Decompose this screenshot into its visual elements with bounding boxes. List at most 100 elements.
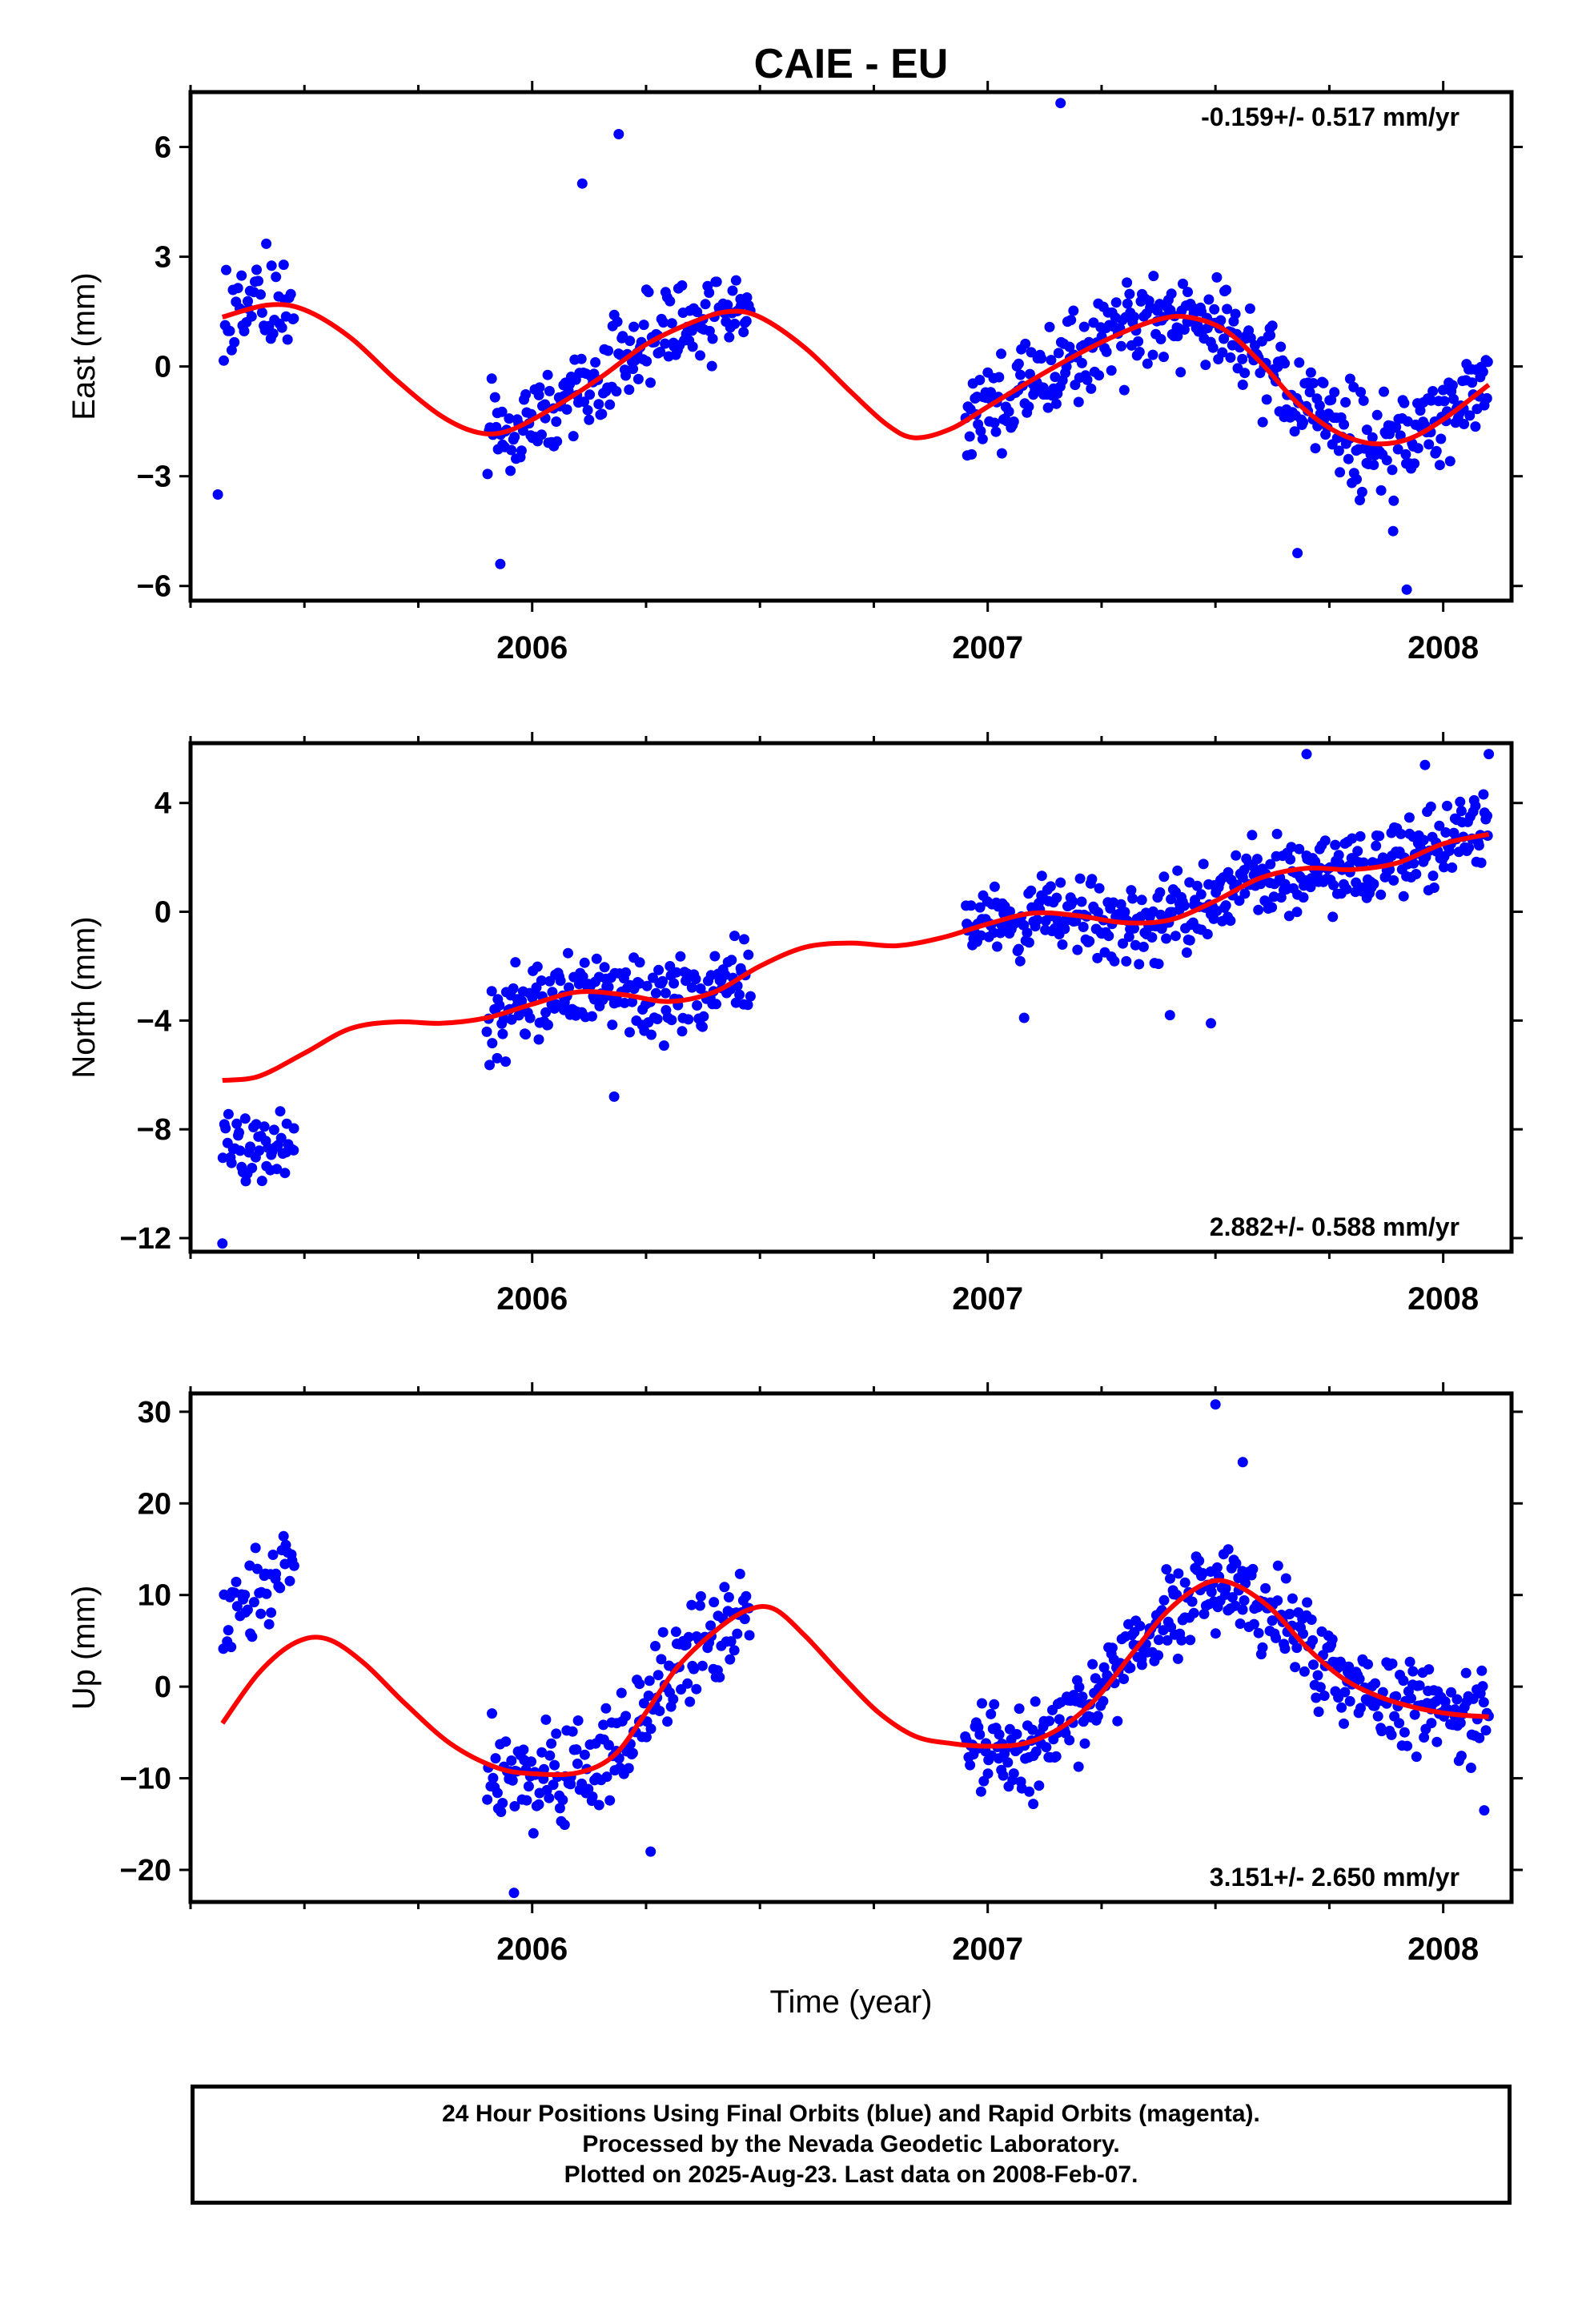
data-point (645, 377, 656, 388)
data-point (584, 389, 596, 400)
data-point (551, 1728, 562, 1739)
data-point (726, 955, 737, 966)
data-point (1181, 947, 1192, 958)
data-point (247, 1631, 258, 1642)
data-point (723, 1592, 734, 1602)
data-point (1194, 1555, 1205, 1566)
data-point (1247, 830, 1258, 841)
data-point (603, 982, 614, 992)
data-point (1067, 896, 1078, 907)
data-point (1123, 931, 1134, 943)
data-point (1208, 913, 1219, 924)
data-point (1257, 416, 1268, 428)
data-point (557, 1795, 568, 1806)
data-point (994, 1729, 1005, 1740)
data-point (730, 275, 741, 286)
data-point (1209, 304, 1220, 315)
data-point (1064, 1735, 1075, 1746)
data-point (1298, 1628, 1308, 1639)
data-point (266, 1607, 277, 1618)
data-point (729, 318, 741, 329)
data-point (1124, 288, 1135, 300)
data-point (741, 292, 753, 303)
data-point (698, 1011, 709, 1022)
data-point (536, 1747, 548, 1758)
data-point (231, 1118, 243, 1129)
data-point (744, 1630, 755, 1641)
data-point (1073, 1761, 1084, 1772)
data-point (1327, 1634, 1338, 1645)
data-point (482, 1794, 493, 1805)
data-point (671, 967, 682, 978)
data-point (1064, 341, 1075, 352)
data-point (1142, 358, 1153, 369)
data-point (540, 1714, 552, 1725)
data-point (534, 382, 545, 393)
data-point (1199, 1608, 1210, 1619)
x-tick-label: 2007 (952, 1932, 1023, 1967)
data-point (1225, 352, 1236, 363)
y-tick-label: 4 (155, 787, 171, 821)
data-point (974, 902, 986, 913)
data-point (1074, 1682, 1085, 1693)
data-point (1460, 1667, 1472, 1679)
data-point (533, 1799, 544, 1810)
data-point (695, 350, 705, 361)
data-point (628, 321, 640, 332)
data-point (582, 404, 593, 416)
data-point (1400, 448, 1411, 460)
data-point (486, 986, 497, 997)
data-point (1427, 386, 1439, 396)
data-point (1347, 833, 1358, 844)
data-point (1312, 1670, 1323, 1681)
data-point (1015, 369, 1026, 380)
data-point (1394, 1718, 1405, 1729)
data-point (1018, 1012, 1030, 1023)
data-point (587, 1011, 597, 1022)
data-point (1053, 348, 1064, 359)
data-point (567, 1726, 578, 1737)
data-point (548, 1779, 559, 1791)
data-point (1055, 98, 1066, 109)
data-point (533, 389, 544, 400)
data-point (1188, 1607, 1199, 1618)
data-point (1036, 870, 1047, 882)
data-point (619, 997, 630, 1008)
data-point (1431, 445, 1442, 456)
data-point (1418, 834, 1429, 846)
data-point (1456, 1751, 1467, 1762)
data-point (520, 1029, 532, 1040)
data-point (571, 1744, 582, 1755)
data-point (255, 1608, 267, 1619)
data-point (634, 957, 645, 968)
data-point (600, 1703, 612, 1714)
data-point (1257, 1642, 1268, 1653)
data-point (1279, 1643, 1291, 1655)
data-point (1148, 271, 1159, 282)
data-point (1046, 355, 1057, 366)
data-point (1352, 846, 1363, 857)
data-point (251, 264, 262, 275)
data-point (1304, 387, 1315, 398)
data-point (620, 967, 632, 978)
data-point (1470, 800, 1481, 811)
data-point (1409, 458, 1420, 469)
data-point (1110, 297, 1122, 308)
data-point (572, 1715, 584, 1726)
data-point (1098, 1695, 1109, 1707)
data-point (1387, 1659, 1398, 1669)
data-point (1379, 386, 1389, 397)
data-point (1272, 1595, 1283, 1606)
data-point (509, 432, 520, 443)
data-point (506, 1755, 517, 1766)
data-point (666, 1015, 677, 1026)
data-point (1344, 373, 1355, 384)
data-point (236, 270, 247, 281)
data-point (246, 311, 257, 322)
data-point (1367, 432, 1378, 443)
data-point (1162, 1634, 1173, 1646)
data-point (977, 1698, 987, 1709)
data-point (500, 1056, 512, 1068)
data-point (994, 372, 1005, 383)
data-point (226, 344, 237, 356)
